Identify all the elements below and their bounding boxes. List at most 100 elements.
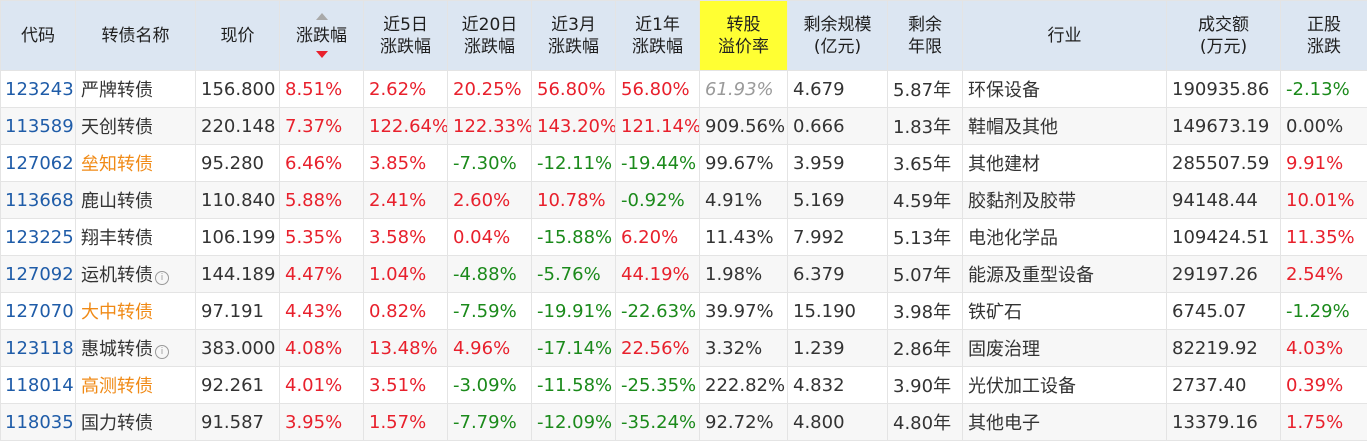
cell-scale: 15.190 — [787, 292, 888, 330]
code-value[interactable]: 123225 — [5, 226, 74, 248]
cell-scale: 4.800 — [787, 403, 888, 441]
table-row[interactable]: 127070 大中转债 97.191 4.43% 0.82% -7.59% -19.91% -… — [0, 292, 1367, 330]
header-years[interactable]: 剩余 年限 — [887, 0, 963, 71]
header-code[interactable]: 代码 — [0, 0, 76, 71]
code-value[interactable]: 118014 — [5, 374, 74, 396]
header-scale[interactable]: 剩余规模 (亿元) — [787, 0, 888, 71]
cell-name[interactable]: 鹿山转债 — [75, 181, 196, 219]
header-name[interactable]: 转债名称 — [75, 0, 196, 71]
cell-stock: 2.54% — [1280, 255, 1367, 293]
cell-code[interactable]: 127062 — [0, 144, 76, 182]
stock-value: 4.03% — [1286, 337, 1344, 359]
cell-stock: 1.75% — [1280, 403, 1367, 441]
cell-amount: 29197.26 — [1166, 255, 1281, 293]
cell-chg1y: 56.80% — [615, 70, 700, 108]
cell-name[interactable]: 天创转债 — [75, 107, 196, 145]
cell-code[interactable]: 123243 — [0, 70, 76, 108]
header-amount[interactable]: 成交额 (万元) — [1166, 0, 1281, 71]
name-value[interactable]: 翔丰转债 — [81, 228, 153, 249]
cell-code[interactable]: 118035 — [0, 403, 76, 441]
premium-value: 92.72% — [705, 411, 774, 433]
table-row[interactable]: 113589 天创转债 220.148 7.37% 122.64% 122.33% 143.… — [0, 107, 1367, 145]
amount-value: 149673.19 — [1172, 115, 1270, 137]
header-chg20[interactable]: 近20日 涨跌幅 — [447, 0, 532, 71]
code-value[interactable]: 127062 — [5, 152, 74, 174]
table-row[interactable]: 123243 严牌转债 156.800 8.51% 2.62% 20.25% 56.80% 5… — [0, 70, 1367, 108]
table-row[interactable]: 118014 高测转债 92.261 4.01% 3.51% -3.09% -11.58% -… — [0, 366, 1367, 404]
cell-name[interactable]: 严牌转债 — [75, 70, 196, 108]
cell-chg5: 122.64% — [363, 107, 448, 145]
table-row[interactable]: 123118 惠城转债 i 383.000 4.08% 13.48% 4.96% -17.14… — [0, 329, 1367, 367]
cell-name[interactable]: 国力转债 — [75, 403, 196, 441]
amount-value: 29197.26 — [1172, 263, 1258, 285]
header-premium[interactable]: 转股 溢价率 — [699, 0, 788, 71]
header-industry[interactable]: 行业 — [962, 0, 1167, 71]
price-value: 144.189 — [201, 263, 276, 285]
amount-value: 285507.59 — [1172, 152, 1270, 174]
change-value: 4.47% — [285, 263, 343, 285]
chg20-value: 20.25% — [453, 78, 522, 100]
cell-name[interactable]: 高测转债 — [75, 366, 196, 404]
header-chg5[interactable]: 近5日 涨跌幅 — [363, 0, 448, 71]
cell-years: 2.86年 — [887, 329, 963, 367]
chg1y-value: -35.24% — [621, 411, 697, 433]
header-chg1y[interactable]: 近1年 涨跌幅 — [615, 0, 700, 71]
cell-code[interactable]: 118014 — [0, 366, 76, 404]
info-icon[interactable]: i — [155, 345, 169, 359]
cell-code[interactable]: 113589 — [0, 107, 76, 145]
header-chg3m[interactable]: 近3月 涨跌幅 — [531, 0, 616, 71]
table-row[interactable]: 127092 运机转债 i 144.189 4.47% 1.04% -4.88% -5.76%… — [0, 255, 1367, 293]
code-value[interactable]: 123243 — [5, 78, 74, 100]
stock-value: 2.54% — [1286, 263, 1344, 285]
code-value[interactable]: 127092 — [5, 263, 74, 285]
cell-code[interactable]: 127070 — [0, 292, 76, 330]
cell-name[interactable]: 运机转债 i — [75, 255, 196, 293]
table-row[interactable]: 113668 鹿山转债 110.840 5.88% 2.41% 2.60% 10.78% -0… — [0, 181, 1367, 219]
cell-code[interactable]: 123225 — [0, 218, 76, 256]
table-row[interactable]: 127062 垒知转债 95.280 6.46% 3.85% -7.30% -12.11% -… — [0, 144, 1367, 182]
cell-industry: 铁矿石 — [962, 292, 1167, 330]
cell-code[interactable]: 127092 — [0, 255, 76, 293]
cell-name[interactable]: 翔丰转债 — [75, 218, 196, 256]
chg1y-value: 22.56% — [621, 337, 690, 359]
name-value[interactable]: 垒知转债 — [81, 154, 153, 175]
header-price[interactable]: 现价 — [195, 0, 280, 71]
chg1y-value: 44.19% — [621, 263, 690, 285]
code-value[interactable]: 113668 — [5, 189, 74, 211]
cell-chg3m: -15.88% — [531, 218, 616, 256]
name-value[interactable]: 鹿山转债 — [81, 191, 153, 212]
cell-years: 1.83年 — [887, 107, 963, 145]
chg5-value: 1.04% — [369, 263, 427, 285]
name-value[interactable]: 国力转债 — [81, 413, 153, 434]
change-value: 4.01% — [285, 374, 343, 396]
name-value[interactable]: 运机转债 — [81, 265, 153, 286]
cell-amount: 109424.51 — [1166, 218, 1281, 256]
table-row[interactable]: 118035 国力转债 91.587 3.95% 1.57% -7.79% -12.09% -… — [0, 403, 1367, 441]
table-row[interactable]: 123225 翔丰转债 106.199 5.35% 3.58% 0.04% -15.88% 6… — [0, 218, 1367, 256]
name-value[interactable]: 高测转债 — [81, 376, 153, 397]
header-change[interactable]: 涨跌幅 — [279, 0, 364, 71]
code-value[interactable]: 113589 — [5, 115, 74, 137]
cell-code[interactable]: 113668 — [0, 181, 76, 219]
cell-amount: 13379.16 — [1166, 403, 1281, 441]
name-value[interactable]: 天创转债 — [81, 117, 153, 138]
name-value[interactable]: 大中转债 — [81, 302, 153, 323]
code-value[interactable]: 127070 — [5, 300, 74, 322]
cell-change: 3.95% — [279, 403, 364, 441]
cell-years: 3.90年 — [887, 366, 963, 404]
cell-scale: 6.379 — [787, 255, 888, 293]
name-value[interactable]: 严牌转债 — [81, 80, 153, 101]
code-value[interactable]: 123118 — [5, 337, 74, 359]
cell-name[interactable]: 垒知转债 — [75, 144, 196, 182]
cell-change: 7.37% — [279, 107, 364, 145]
info-icon[interactable]: i — [155, 271, 169, 285]
code-value[interactable]: 118035 — [5, 411, 74, 433]
name-value[interactable]: 惠城转债 — [81, 339, 153, 360]
industry-value: 环保设备 — [968, 80, 1040, 101]
cell-years: 3.65年 — [887, 144, 963, 182]
cell-name[interactable]: 大中转债 — [75, 292, 196, 330]
header-stock-change[interactable]: 正股 涨跌 — [1280, 0, 1367, 71]
years-value: 1.83年 — [893, 117, 952, 138]
cell-code[interactable]: 123118 — [0, 329, 76, 367]
cell-name[interactable]: 惠城转债 i — [75, 329, 196, 367]
